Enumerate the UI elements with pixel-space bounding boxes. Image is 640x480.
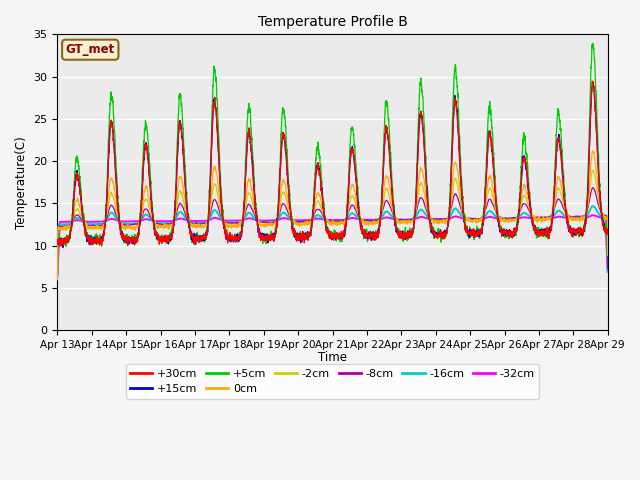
+15cm [525, 192, 532, 197]
+30cm [168, 234, 175, 240]
+5cm [54, 239, 61, 244]
+5cm [168, 233, 175, 239]
+15cm [59, 244, 67, 250]
+5cm [62, 243, 70, 249]
-32cm [511, 216, 518, 222]
-16cm [353, 214, 361, 220]
0cm [383, 172, 390, 178]
-8cm [54, 272, 61, 277]
-16cm [168, 220, 175, 226]
+5cm [604, 232, 612, 238]
-16cm [54, 272, 61, 278]
+5cm [589, 40, 596, 46]
-32cm [383, 215, 390, 220]
+5cm [525, 182, 532, 188]
-2cm [589, 168, 596, 173]
-2cm [484, 192, 492, 198]
-32cm [168, 218, 175, 224]
-8cm [589, 185, 597, 191]
-2cm [604, 252, 612, 258]
0cm [484, 182, 492, 188]
0cm [525, 197, 532, 203]
-32cm [484, 215, 492, 220]
+5cm [383, 98, 390, 104]
Line: +30cm: +30cm [58, 81, 608, 246]
+5cm [511, 232, 518, 238]
-32cm [353, 216, 361, 222]
0cm [511, 217, 518, 223]
Line: +15cm: +15cm [58, 82, 608, 247]
-16cm [383, 208, 390, 214]
-2cm [525, 204, 532, 209]
+30cm [383, 128, 390, 134]
+15cm [511, 230, 518, 236]
+15cm [484, 150, 492, 156]
+30cm [54, 240, 61, 246]
0cm [168, 223, 175, 229]
-32cm [589, 213, 597, 218]
-8cm [604, 266, 612, 272]
Title: Temperature Profile B: Temperature Profile B [258, 15, 408, 29]
+15cm [168, 237, 175, 242]
+15cm [589, 79, 596, 85]
-16cm [589, 204, 596, 209]
+5cm [353, 178, 361, 184]
+30cm [525, 188, 532, 194]
-16cm [525, 213, 532, 218]
0cm [353, 200, 361, 205]
-8cm [484, 201, 492, 206]
+15cm [54, 240, 61, 246]
-2cm [353, 206, 361, 212]
+15cm [604, 229, 612, 235]
-16cm [604, 269, 612, 275]
Y-axis label: Temperature(C): Temperature(C) [15, 136, 28, 228]
Line: -2cm: -2cm [58, 170, 608, 279]
-8cm [353, 210, 361, 216]
+30cm [353, 187, 361, 192]
+30cm [604, 229, 612, 235]
-16cm [511, 216, 518, 222]
+30cm [589, 78, 596, 84]
-32cm [604, 268, 612, 274]
+15cm [383, 125, 390, 131]
0cm [604, 244, 612, 250]
+30cm [57, 243, 65, 249]
-32cm [525, 215, 532, 221]
Text: GT_met: GT_met [66, 43, 115, 56]
-2cm [383, 185, 390, 191]
Line: +5cm: +5cm [58, 43, 608, 246]
-2cm [168, 222, 175, 228]
Legend: +30cm, +15cm, +5cm, 0cm, -2cm, -8cm, -16cm, -32cm: +30cm, +15cm, +5cm, 0cm, -2cm, -8cm, -16… [126, 364, 540, 398]
Line: -8cm: -8cm [58, 188, 608, 275]
+5cm [484, 126, 492, 132]
0cm [54, 276, 61, 282]
-16cm [484, 210, 492, 216]
+30cm [484, 151, 492, 157]
-2cm [54, 276, 61, 282]
-8cm [525, 206, 532, 212]
X-axis label: Time: Time [318, 351, 347, 364]
Line: -16cm: -16cm [58, 206, 608, 275]
-2cm [511, 218, 518, 224]
+30cm [511, 231, 518, 237]
-8cm [511, 215, 518, 220]
-8cm [168, 220, 175, 226]
+15cm [353, 189, 361, 195]
-8cm [383, 197, 390, 203]
-32cm [54, 273, 61, 279]
Line: -32cm: -32cm [58, 216, 608, 276]
Line: 0cm: 0cm [58, 151, 608, 279]
0cm [589, 148, 596, 154]
